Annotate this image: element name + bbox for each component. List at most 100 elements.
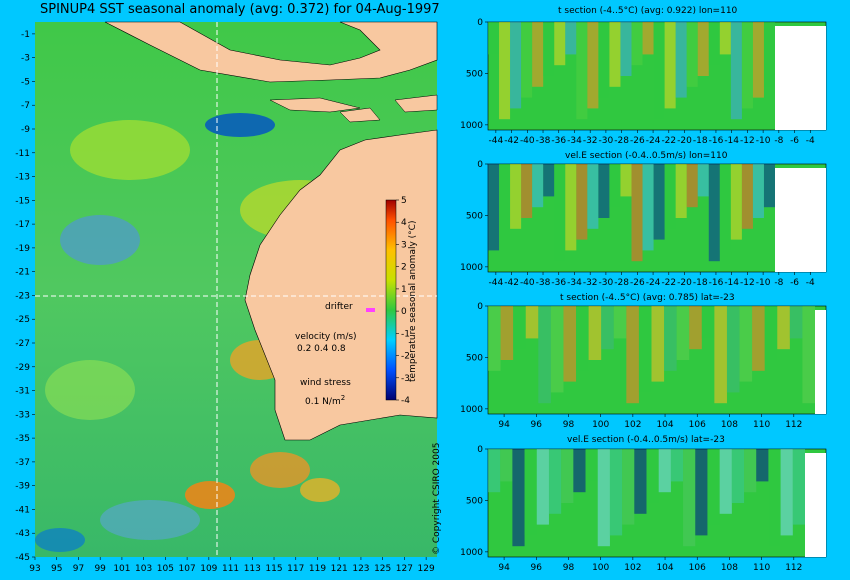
colorbar-tick-label: -1: [401, 329, 410, 339]
section-band: [763, 164, 775, 208]
section-band: [777, 306, 790, 350]
indonesia-landmass: [104, 21, 438, 83]
section-x-tick-label: -38: [536, 136, 551, 146]
section-band: [664, 22, 676, 109]
map-y-tick-label: -9: [21, 125, 30, 135]
section-band: [714, 306, 727, 404]
section-band: [536, 449, 549, 525]
section-x-tick-label: -14: [724, 136, 739, 146]
section-band: [521, 22, 533, 98]
section-band: [686, 22, 698, 87]
section-band: [670, 449, 684, 482]
section-y-tick-label: 0: [477, 445, 483, 455]
section-x-tick-label: -26: [630, 278, 645, 288]
map-y-tick-label: -37: [15, 458, 30, 468]
section-x-tick-label: 106: [689, 563, 706, 573]
section-x-tick-label: -20: [677, 136, 692, 146]
section-band: [620, 22, 632, 76]
map-x-tick-label: 115: [265, 564, 282, 574]
section-y-tick-label: 1000: [460, 263, 483, 273]
section-band: [521, 164, 533, 218]
section-band: [730, 164, 742, 240]
section-x-tick-label: -6: [790, 278, 799, 288]
section-x-tick-label: -36: [551, 136, 566, 146]
section-x-tick-label: 110: [753, 420, 770, 430]
map-x-tick-label: 101: [113, 564, 130, 574]
section-band: [585, 449, 598, 482]
section-band: [701, 306, 715, 339]
section-band: [708, 22, 720, 66]
map-y-tick-label: -45: [15, 553, 30, 563]
section-x-tick-label: -40: [520, 278, 535, 288]
section-band: [653, 22, 665, 120]
map-x-tick-label: 97: [73, 564, 84, 574]
section-x-tick-label: -30: [599, 136, 614, 146]
section-x-tick-label: -20: [677, 278, 692, 288]
section-band: [752, 306, 765, 371]
section-band: [726, 306, 740, 393]
wind-scale: 0.1 N/m2: [305, 394, 346, 407]
section-x-tick-label: -42: [504, 278, 519, 288]
section-x-tick-label: -14: [724, 278, 739, 288]
section-band: [513, 306, 526, 350]
section-x-tick-label: -28: [614, 136, 629, 146]
section-band: [719, 22, 731, 55]
map-y-tick-label: -11: [15, 149, 30, 159]
velocity-scale: 0.2 0.4 0.8: [297, 344, 346, 354]
section-band: [676, 306, 690, 360]
section1-title: t section (-4..5°C) (avg: 0.922) lon=110: [558, 6, 738, 16]
island: [394, 94, 438, 113]
section-x-tick-label: 106: [689, 420, 706, 430]
section-x-tick-label: -4: [806, 278, 815, 288]
section-band: [697, 164, 709, 197]
map-title: SPINUP4 SST seasonal anomaly (avg: 0.372…: [40, 2, 440, 17]
section-x-tick-label: -44: [489, 278, 504, 288]
map-y-tick-label: -7: [21, 101, 30, 111]
section-band: [488, 22, 500, 55]
section4-title: vel.E section (-0.4..0.5m/s) lat=-23: [567, 435, 725, 445]
island: [339, 107, 381, 123]
section-x-tick-label: 100: [592, 563, 609, 573]
map-x-tick-label: 111: [222, 564, 239, 574]
section-y-tick-label: 500: [466, 496, 483, 506]
section-band: [609, 164, 621, 208]
section-band: [719, 449, 732, 514]
section-band: [609, 449, 623, 536]
section-band: [550, 306, 564, 393]
section-y-tick-label: 1000: [460, 548, 483, 558]
section-band: [538, 306, 551, 404]
map-x-tick-label: 127: [396, 564, 413, 574]
section-x-tick-label: -10: [756, 136, 771, 146]
section-band: [631, 22, 643, 66]
section-y-tick-label: 500: [466, 211, 483, 221]
drifter-marker: [366, 308, 375, 312]
section-band: [561, 449, 574, 503]
map-x-tick-label: 129: [418, 564, 435, 574]
section-band: [689, 306, 702, 350]
section-band: [764, 306, 778, 360]
map-x-tick-label: 103: [135, 564, 152, 574]
section-band: [488, 306, 501, 371]
colorbar-tick-label: 1: [401, 285, 407, 295]
map-y-tick-label: -27: [15, 339, 30, 349]
section-band: [651, 306, 665, 382]
section-band: [642, 164, 654, 251]
section-band: [675, 22, 687, 98]
section-band: [741, 164, 753, 229]
section-x-tick-label: 96: [531, 420, 543, 430]
section-band: [626, 306, 639, 404]
section-x-tick-label: 102: [624, 420, 641, 430]
section-band: [638, 306, 652, 393]
map-y-tick-label: -19: [15, 244, 30, 254]
section-band: [488, 164, 500, 251]
map-x-tick-label: 123: [352, 564, 369, 574]
section-x-tick-label: -18: [693, 136, 708, 146]
section-band: [500, 306, 514, 360]
section-band: [763, 22, 775, 87]
section-band: [756, 449, 769, 482]
section-band: [554, 164, 566, 262]
map-y-tick-label: -17: [15, 220, 30, 230]
section-band: [634, 449, 647, 514]
section-nodata: [815, 310, 826, 414]
section-band: [802, 306, 815, 404]
